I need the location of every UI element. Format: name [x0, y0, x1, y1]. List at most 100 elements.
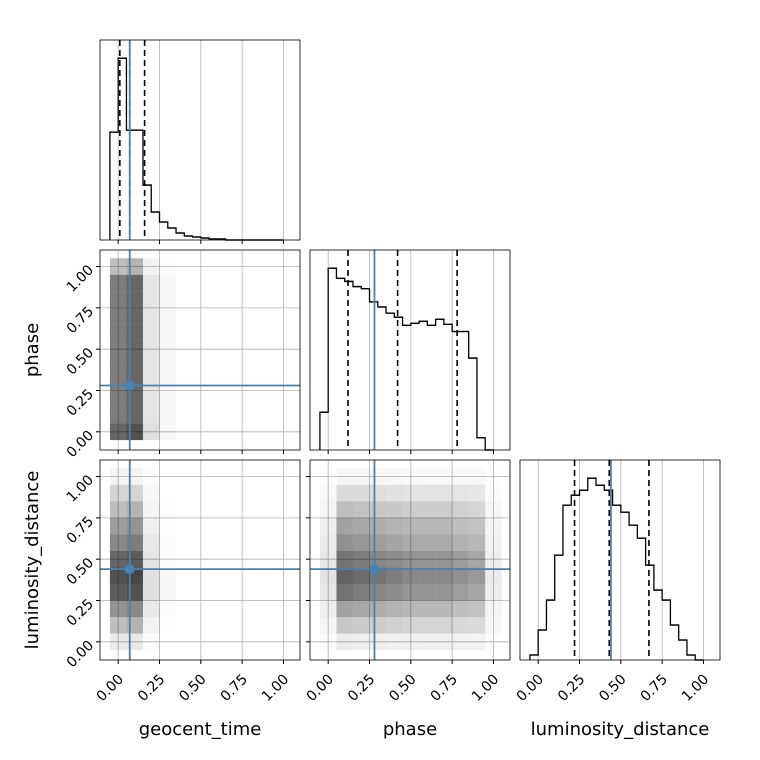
- density-cell: [336, 484, 353, 502]
- density-cell: [160, 357, 177, 374]
- density-cell: [109, 583, 127, 601]
- density-cell: [419, 633, 436, 651]
- density-cell: [109, 633, 127, 651]
- density-cell: [142, 617, 160, 634]
- histogram-outline: [109, 57, 284, 241]
- density-cell: [109, 390, 127, 408]
- density-cell: [452, 517, 469, 535]
- density-cell: [435, 534, 453, 551]
- density-cell: [319, 501, 337, 518]
- density-cell: [402, 534, 420, 551]
- y-tick-label: 0.25: [64, 386, 97, 419]
- density-cell: [109, 258, 127, 275]
- x-tick-label: 0.50: [596, 672, 629, 705]
- density-cell: [419, 617, 436, 634]
- density-cell: [336, 517, 353, 535]
- density-cell: [109, 340, 127, 358]
- density-cell: [369, 633, 387, 651]
- density-cell: [109, 307, 127, 325]
- panel-frame: [99, 459, 301, 661]
- density-cell: [452, 583, 469, 601]
- density-cell: [109, 291, 127, 308]
- density-cell: [468, 550, 486, 568]
- density-cell: [452, 633, 469, 651]
- density-cell: [352, 517, 370, 535]
- density-cell: [109, 423, 127, 441]
- density-cell: [142, 307, 160, 325]
- density-cell: [468, 501, 486, 518]
- density-cell: [336, 617, 353, 634]
- density-cell: [336, 583, 353, 601]
- panel-frame: [309, 249, 511, 451]
- density-cell: [485, 634, 502, 651]
- density-cell: [386, 534, 403, 551]
- density-cell: [485, 550, 502, 568]
- density-cell: [320, 468, 337, 485]
- density-cell: [160, 258, 177, 275]
- density-cell: [352, 567, 370, 584]
- density-cell: [452, 550, 469, 568]
- density-cell: [485, 517, 502, 535]
- density-cell: [402, 583, 420, 601]
- density-cell: [336, 534, 353, 551]
- density-cell: [468, 484, 486, 502]
- density-cell: [435, 501, 453, 518]
- density-cell: [352, 600, 370, 618]
- density-cell: [320, 634, 337, 651]
- density-cell: [402, 600, 420, 618]
- density-cell: [319, 534, 337, 551]
- density-cell: [142, 550, 160, 568]
- density-cell: [142, 534, 160, 551]
- density-cell: [352, 550, 370, 568]
- histogram-outline: [319, 267, 494, 451]
- density-cell: [436, 468, 453, 485]
- density-cell: [419, 534, 436, 551]
- y-tick-label: 0.00: [64, 428, 97, 461]
- density-cell: [369, 501, 387, 518]
- x-tick-label: 0.75: [428, 672, 461, 705]
- density-cell: [469, 468, 486, 485]
- density-cell: [160, 551, 177, 568]
- density-cell: [319, 550, 337, 568]
- density-cell: [109, 484, 127, 502]
- x-axis-label: phase: [383, 719, 437, 740]
- y-axis-label: phase: [22, 323, 43, 377]
- density-cell: [435, 484, 453, 502]
- density-cell: [353, 468, 370, 485]
- density-cell: [320, 485, 337, 502]
- density-cell: [109, 534, 127, 551]
- y-tick-label: 0.75: [64, 304, 97, 337]
- density-cell: [386, 583, 403, 601]
- density-cell: [386, 633, 403, 651]
- density-cell: [336, 567, 353, 584]
- density-cell: [109, 600, 127, 618]
- density-cell: [468, 534, 486, 551]
- density-cell: [485, 600, 502, 618]
- density-cell: [142, 340, 160, 358]
- truth-marker: [124, 564, 135, 575]
- density-cell: [435, 550, 453, 568]
- density-cell: [142, 567, 160, 584]
- density-cell: [142, 583, 160, 601]
- density-cell: [468, 600, 486, 618]
- x-axis-label: geocent_time: [139, 719, 262, 740]
- density-cell: [352, 617, 370, 634]
- density-cell: [319, 600, 337, 618]
- density-cell: [109, 468, 127, 485]
- density-cell: [336, 600, 353, 618]
- density-cell: [369, 484, 387, 502]
- density-cell: [419, 583, 436, 601]
- density-cell: [419, 567, 436, 584]
- density-cell: [452, 484, 469, 502]
- histogram-outline: [529, 477, 704, 661]
- x-tick-label: 0.50: [386, 672, 419, 705]
- y-tick-label: 0.75: [64, 514, 97, 547]
- density-cell: [160, 324, 177, 341]
- density-cell: [319, 517, 337, 535]
- density-cell: [109, 550, 127, 568]
- density-cell: [435, 517, 453, 535]
- panel-frame: [519, 459, 721, 661]
- density-cell: [485, 583, 502, 601]
- y-tick-label: 0.50: [64, 555, 97, 588]
